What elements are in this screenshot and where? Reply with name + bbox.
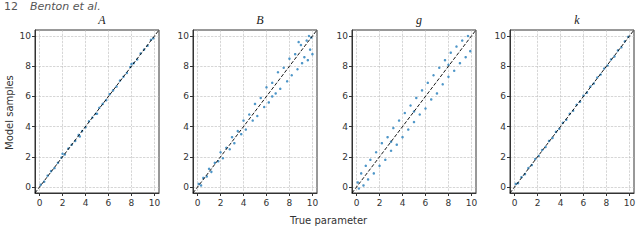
svg-text:Model samples: Model samples: [4, 75, 15, 150]
svg-text:g: g: [416, 13, 422, 27]
svg-text:A: A: [97, 13, 106, 27]
svg-text:8: 8: [604, 198, 610, 208]
svg-text:2: 2: [218, 198, 224, 208]
svg-text:0: 0: [512, 198, 518, 208]
svg-text:10: 10: [178, 31, 190, 41]
svg-text:10: 10: [495, 31, 507, 41]
svg-text:6: 6: [500, 91, 506, 101]
svg-text:2: 2: [500, 152, 506, 162]
svg-text:8: 8: [500, 61, 506, 71]
svg-text:4: 4: [183, 122, 189, 132]
svg-text:6: 6: [342, 91, 348, 101]
svg-text:0: 0: [195, 198, 201, 208]
svg-text:10: 10: [337, 31, 349, 41]
svg-text:6: 6: [183, 91, 189, 101]
svg-text:2: 2: [60, 198, 66, 208]
svg-text:2: 2: [377, 198, 383, 208]
svg-text:4: 4: [558, 198, 564, 208]
svg-text:k: k: [574, 13, 580, 27]
svg-text:8: 8: [183, 61, 189, 71]
svg-text:6: 6: [25, 91, 31, 101]
svg-text:2: 2: [25, 152, 31, 162]
svg-text:4: 4: [500, 122, 506, 132]
svg-text:8: 8: [129, 198, 135, 208]
svg-text:12: 12: [4, 0, 18, 13]
svg-text:0: 0: [25, 182, 31, 192]
svg-text:4: 4: [25, 122, 31, 132]
svg-text:0: 0: [37, 198, 43, 208]
svg-text:6: 6: [423, 198, 429, 208]
svg-text:2: 2: [535, 198, 541, 208]
svg-text:10: 10: [624, 198, 636, 208]
svg-text:6: 6: [106, 198, 112, 208]
svg-text:0: 0: [354, 198, 360, 208]
svg-text:B: B: [256, 13, 264, 27]
svg-text:4: 4: [400, 198, 406, 208]
svg-text:6: 6: [581, 198, 587, 208]
svg-text:True parameter: True parameter: [289, 215, 368, 226]
svg-text:4: 4: [241, 198, 247, 208]
svg-text:10: 10: [466, 198, 478, 208]
svg-text:6: 6: [264, 198, 270, 208]
svg-text:10: 10: [149, 198, 161, 208]
svg-text:Benton et al.: Benton et al.: [30, 0, 101, 13]
svg-text:4: 4: [83, 198, 89, 208]
svg-text:0: 0: [500, 182, 506, 192]
svg-text:0: 0: [183, 182, 189, 192]
svg-text:10: 10: [307, 198, 319, 208]
svg-text:2: 2: [342, 152, 348, 162]
svg-text:2: 2: [183, 152, 189, 162]
svg-text:8: 8: [446, 198, 452, 208]
svg-text:10: 10: [20, 31, 32, 41]
svg-text:0: 0: [342, 182, 348, 192]
svg-text:8: 8: [287, 198, 293, 208]
svg-text:8: 8: [342, 61, 348, 71]
svg-text:8: 8: [25, 61, 31, 71]
svg-text:4: 4: [342, 122, 348, 132]
